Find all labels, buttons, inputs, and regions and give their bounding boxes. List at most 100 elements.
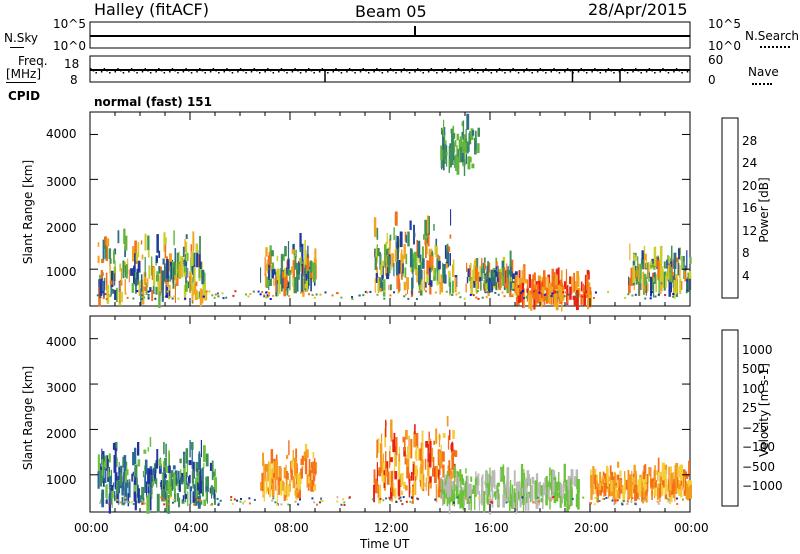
data-cell xyxy=(467,268,470,277)
data-cell xyxy=(493,471,496,487)
scatter-cell xyxy=(351,296,353,299)
data-cell xyxy=(669,263,672,271)
data-cell xyxy=(568,485,570,505)
nave-dot xyxy=(378,70,381,72)
scatter-cell xyxy=(543,293,546,296)
nave-dot xyxy=(509,71,512,73)
data-cell xyxy=(592,484,594,495)
data-cell xyxy=(437,469,440,480)
scatter-cell xyxy=(141,502,144,505)
data-cell xyxy=(114,290,117,300)
data-cell xyxy=(514,271,518,278)
data-cell xyxy=(662,479,665,488)
data-cell xyxy=(535,489,539,509)
data-cell xyxy=(114,490,116,502)
data-cell xyxy=(406,454,410,468)
scatter-cell xyxy=(575,292,578,295)
data-cell xyxy=(153,467,155,476)
scatter-cell xyxy=(626,500,629,503)
data-cell xyxy=(269,245,272,264)
nave-dot xyxy=(468,71,471,73)
data-cell xyxy=(566,285,569,305)
scatter-cell xyxy=(263,295,266,298)
data-cell xyxy=(446,416,449,427)
data-cell xyxy=(115,287,118,303)
nave-dot xyxy=(444,68,446,70)
nave-dot xyxy=(675,68,678,70)
data-cell xyxy=(122,456,125,468)
data-cell xyxy=(442,262,444,279)
nave-dot xyxy=(169,71,171,73)
data-cell xyxy=(266,477,268,494)
data-cell xyxy=(641,250,644,263)
data-cell xyxy=(116,490,119,504)
nave-dot xyxy=(596,70,599,72)
scatter-cell xyxy=(336,500,339,503)
nave-dot xyxy=(441,71,444,73)
data-cell xyxy=(192,491,195,503)
nave-dot xyxy=(226,68,228,70)
data-cell xyxy=(305,273,308,281)
velocity-colorbar-tick: −100 xyxy=(742,440,775,455)
data-cell xyxy=(639,263,642,280)
data-cell xyxy=(410,438,413,459)
data-cell xyxy=(530,294,533,311)
data-cell xyxy=(586,269,590,276)
data-cell xyxy=(448,272,451,287)
nave-dot xyxy=(128,71,130,73)
data-cell xyxy=(131,283,134,293)
data-cell xyxy=(426,215,429,234)
data-cell xyxy=(300,458,303,466)
scatter-cell xyxy=(219,499,222,502)
data-cell xyxy=(124,465,127,483)
data-cell xyxy=(385,461,389,472)
scatter-cell xyxy=(340,296,343,299)
data-cell xyxy=(650,478,654,488)
data-cell xyxy=(397,278,400,293)
data-cell xyxy=(206,476,209,492)
data-cell xyxy=(453,133,456,139)
power-colorbar-frame xyxy=(721,117,739,299)
data-cell xyxy=(374,256,377,270)
scatter-cell xyxy=(231,502,234,505)
data-cell xyxy=(267,471,269,482)
data-cell xyxy=(446,151,448,167)
data-cell xyxy=(144,286,147,291)
data-cell xyxy=(510,259,514,276)
scatter-cell xyxy=(521,290,524,293)
scatter-cell xyxy=(656,500,659,503)
data-cell xyxy=(463,489,465,496)
data-cell xyxy=(661,476,664,485)
data-cell xyxy=(463,147,466,160)
power-colorbar-tick: 12 xyxy=(742,223,758,238)
nave-dot xyxy=(496,71,498,73)
nave-dot xyxy=(577,71,580,73)
nave-dot xyxy=(585,72,588,74)
data-cell xyxy=(144,474,147,493)
data-cell xyxy=(288,440,290,456)
data-cell xyxy=(385,451,387,468)
data-cell xyxy=(547,486,550,501)
data-cell xyxy=(389,470,391,488)
data-cell xyxy=(271,265,275,279)
data-cell xyxy=(199,486,201,500)
data-cell xyxy=(205,486,208,491)
scatter-cell xyxy=(285,498,288,501)
nave-dot xyxy=(373,71,375,73)
data-cell xyxy=(174,283,176,303)
nave-dot xyxy=(117,68,119,70)
scatter-cell xyxy=(160,496,163,499)
data-cell xyxy=(122,260,125,279)
data-cell xyxy=(285,475,288,495)
data-cell xyxy=(550,297,553,305)
data-cell xyxy=(293,275,295,293)
strip2-tick-top: 18 xyxy=(64,57,80,71)
scatter-cell xyxy=(672,293,675,295)
data-cell xyxy=(440,477,443,490)
data-cell xyxy=(473,280,476,288)
nave-dot xyxy=(152,69,155,71)
data-cell xyxy=(457,476,460,490)
data-cell xyxy=(110,270,114,287)
nave-dot xyxy=(193,69,196,71)
data-cell xyxy=(201,269,205,285)
